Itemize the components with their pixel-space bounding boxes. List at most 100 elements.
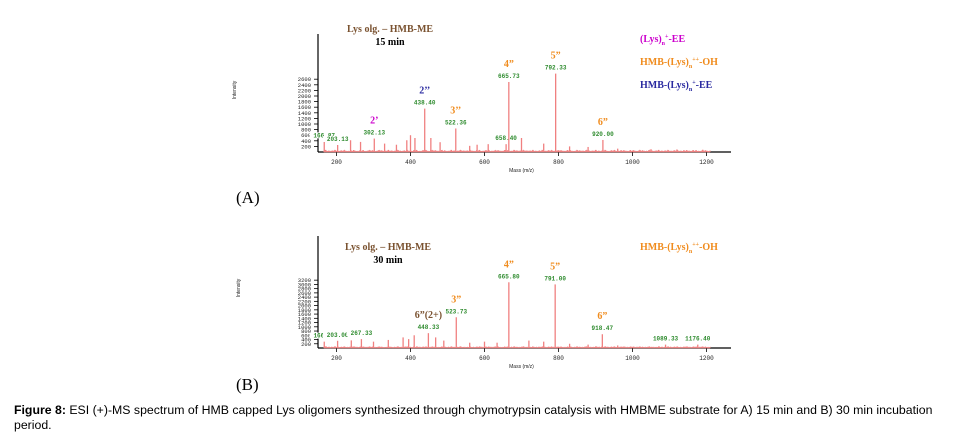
y-tick-label: 1400 bbox=[298, 110, 311, 117]
spectrum-baseline bbox=[323, 345, 711, 349]
peak-label: 448.33 bbox=[418, 324, 440, 331]
peak-assignment: 6”(2+) bbox=[415, 310, 442, 321]
peak-label: 166.87 bbox=[313, 132, 335, 139]
legend-sub: n bbox=[689, 249, 693, 255]
legend-sub: n bbox=[689, 87, 693, 93]
peak-label-bg bbox=[441, 119, 471, 126]
peak-label: 920.00 bbox=[592, 131, 614, 138]
y-axis-label: Intensity bbox=[232, 80, 238, 99]
figure-caption: Figure 8: ESI (+)-MS spectrum of HMB cap… bbox=[14, 403, 944, 433]
spectrum-panel-a: 200 400 600 800 1000 1200 1400 1600 1800 2000 2200… bbox=[0, 0, 958, 207]
y-tick-label: 2800 bbox=[298, 286, 311, 293]
y-tick-label: 2600 bbox=[298, 76, 311, 83]
y-tick-label: 400 bbox=[301, 337, 311, 344]
peak-label: 203.13 bbox=[327, 136, 349, 143]
peak-label: 792.33 bbox=[545, 65, 567, 72]
peak-assignment: 6” bbox=[597, 311, 607, 322]
y-tick-label: 1600 bbox=[298, 104, 311, 111]
x-tick-label: 1200 bbox=[699, 355, 714, 362]
peak-label: 438.40 bbox=[414, 100, 436, 107]
y-tick-label: 3200 bbox=[298, 277, 311, 284]
peak-assignment: 4” bbox=[504, 59, 514, 70]
peak-label: 302.13 bbox=[363, 130, 385, 137]
y-tick-label: 1200 bbox=[298, 320, 311, 327]
y-tick-label: 1800 bbox=[298, 307, 311, 314]
spectrum-panel-b: 200 400 600 800 1000 1200 1400 1600 1800 2000 2200… bbox=[0, 220, 958, 394]
legend-suffix: -EE bbox=[696, 80, 713, 91]
y-tick-label: 800 bbox=[301, 127, 311, 134]
peak-label-bg bbox=[413, 324, 443, 331]
peak-label: 918.47 bbox=[592, 325, 614, 332]
peak-label: 522.36 bbox=[445, 119, 467, 126]
peak-label-bg bbox=[494, 73, 524, 79]
y-tick-label: 2600 bbox=[298, 290, 311, 297]
peak-label-bg bbox=[681, 335, 715, 342]
caption-label: Figure 8: bbox=[14, 403, 66, 417]
y-tick-label: 3000 bbox=[298, 281, 311, 288]
x-tick-label: 800 bbox=[553, 159, 564, 166]
peak-label-bg bbox=[410, 99, 440, 106]
caption-text: ESI (+)-MS spectrum of HMB capped Lys ol… bbox=[14, 403, 933, 432]
peak-label-bg bbox=[588, 130, 618, 137]
legend-entry: HMB-(Lys)n++-OH bbox=[640, 57, 718, 70]
legend-sup: ++ bbox=[692, 57, 699, 63]
y-tick-label: 2200 bbox=[298, 87, 311, 94]
peak-label: 523.73 bbox=[445, 308, 467, 315]
x-tick-label: 200 bbox=[331, 159, 342, 166]
peak-label-bg bbox=[491, 135, 521, 142]
y-axis-label: Intensity bbox=[236, 278, 242, 297]
y-tick-label: 1200 bbox=[298, 115, 311, 122]
x-tick-label: 400 bbox=[405, 159, 416, 166]
peak-label-bg bbox=[441, 308, 471, 315]
peak-assignment: 5” bbox=[550, 261, 560, 272]
y-tick-label: 2000 bbox=[298, 93, 311, 100]
peak-label: 203.00 bbox=[327, 332, 349, 339]
peak-label-bg bbox=[323, 331, 353, 338]
legend-entry: HMB-(Lys)n+-EE bbox=[640, 80, 713, 93]
x-tick-label: 1000 bbox=[625, 355, 640, 362]
peak-label: 665.73 bbox=[498, 73, 520, 80]
peak-assignment: 3’’ bbox=[450, 105, 461, 116]
x-tick-label: 400 bbox=[405, 355, 416, 362]
legend-sub: n bbox=[689, 64, 693, 70]
peak-label-bg bbox=[587, 325, 617, 332]
peak-label-bg bbox=[323, 136, 353, 142]
y-tick-label: 1000 bbox=[298, 324, 311, 331]
peak-label-bg bbox=[309, 132, 339, 139]
legend-prefix: HMB-(Lys) bbox=[640, 242, 689, 253]
y-tick-label: 400 bbox=[301, 138, 311, 145]
peak-assignment: 2’’ bbox=[419, 86, 430, 97]
peak-assignment: 6” bbox=[598, 117, 608, 128]
y-tick-label: 600 bbox=[301, 332, 311, 339]
panel-label-b: (B) bbox=[236, 375, 259, 394]
legend-prefix: HMB-(Lys) bbox=[640, 80, 689, 91]
peak-label: 267.33 bbox=[351, 330, 373, 337]
chart-title: Lys olg. – HMB-ME bbox=[347, 24, 433, 35]
peak-label-bg bbox=[540, 275, 570, 282]
x-tick-label: 800 bbox=[553, 355, 564, 362]
legend-sup: ++ bbox=[692, 242, 699, 248]
x-tick-label: 200 bbox=[331, 355, 342, 362]
y-tick-label: 2400 bbox=[298, 82, 311, 89]
peak-assignment: 4” bbox=[504, 259, 514, 270]
y-tick-label: 1600 bbox=[298, 311, 311, 318]
y-tick-label: 1800 bbox=[298, 99, 311, 106]
y-tick-label: 1400 bbox=[298, 315, 311, 322]
peak-assignment: 3” bbox=[451, 294, 461, 305]
x-axis-label: Mass (m/z) bbox=[509, 168, 534, 174]
legend-prefix: (Lys) bbox=[640, 34, 662, 45]
y-tick-label: 800 bbox=[301, 328, 311, 335]
x-axis-label: Mass (m/z) bbox=[509, 364, 534, 370]
peak-label: 1176.40 bbox=[685, 336, 711, 343]
peak-label-bg bbox=[359, 129, 389, 136]
peak-label-bg bbox=[541, 64, 571, 71]
x-tick-label: 600 bbox=[479, 355, 490, 362]
y-tick-label: 1000 bbox=[298, 121, 311, 128]
spectrum-chart-a: 2004006008001000120014001600180020002200… bbox=[232, 24, 731, 174]
legend-sub: n bbox=[662, 41, 666, 47]
peak-label: 1089.33 bbox=[653, 336, 679, 343]
y-tick-label: 2200 bbox=[298, 298, 311, 305]
spectrum-baseline bbox=[323, 149, 711, 153]
legend-suffix: -OH bbox=[699, 242, 718, 253]
peak-label: 665.80 bbox=[498, 273, 520, 280]
